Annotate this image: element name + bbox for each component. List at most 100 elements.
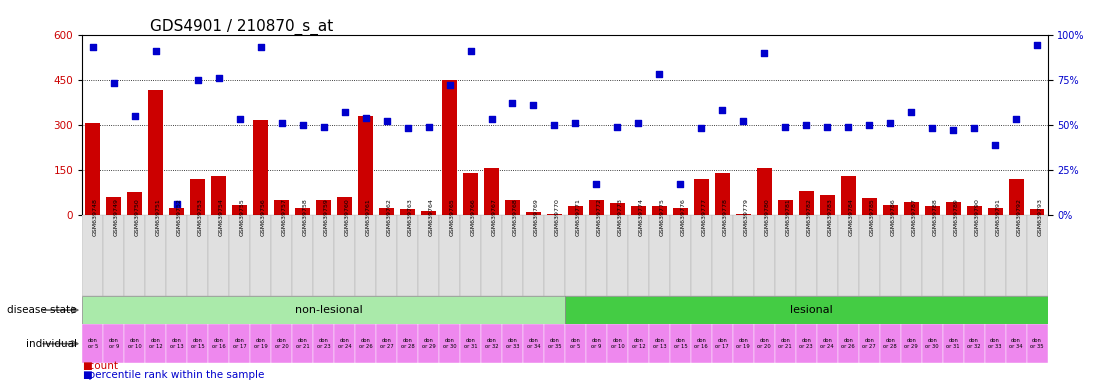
Text: GSM639792: GSM639792	[1016, 199, 1021, 237]
Text: GSM639789: GSM639789	[953, 199, 958, 237]
Bar	[712, 324, 733, 363]
Point	[294, 122, 312, 128]
Bar	[778, 200, 793, 215]
Point	[545, 122, 563, 128]
Point	[504, 100, 521, 106]
Bar	[82, 215, 103, 296]
Point	[84, 44, 102, 50]
Text: GSM639770: GSM639770	[554, 199, 559, 237]
Text: non-lesional: non-lesional	[295, 305, 363, 315]
Text: disease state: disease state	[8, 305, 77, 315]
Point	[462, 48, 479, 54]
Bar	[145, 324, 167, 363]
Bar	[442, 80, 456, 215]
Text: GSM639769: GSM639769	[533, 199, 539, 237]
Bar	[188, 324, 208, 363]
Bar	[963, 215, 985, 296]
Point	[315, 124, 332, 130]
Bar	[169, 207, 184, 215]
Text: don
or 31: don or 31	[464, 338, 477, 349]
Text: GSM639768: GSM639768	[512, 199, 518, 236]
Bar	[191, 179, 205, 215]
Bar	[1027, 324, 1048, 363]
Text: GSM639759: GSM639759	[324, 199, 329, 237]
Text: don
or 29: don or 29	[904, 338, 918, 349]
Bar	[1030, 209, 1044, 215]
Bar	[250, 215, 271, 296]
Text: GSM639755: GSM639755	[239, 199, 245, 236]
Bar	[565, 296, 1048, 324]
Text: GSM639748: GSM639748	[93, 199, 98, 237]
Bar	[316, 200, 331, 215]
Bar	[359, 116, 373, 215]
Point	[126, 113, 144, 119]
Bar	[355, 324, 376, 363]
Bar	[313, 215, 335, 296]
Bar	[460, 215, 480, 296]
Bar	[167, 215, 188, 296]
Bar	[712, 215, 733, 296]
Point	[818, 124, 836, 130]
Text: GSM639787: GSM639787	[912, 199, 916, 237]
Text: don
or 35: don or 35	[547, 338, 562, 349]
Bar	[733, 215, 754, 296]
Bar	[589, 200, 603, 215]
Bar	[82, 324, 103, 363]
Text: don
or 21: don or 21	[779, 338, 792, 349]
Text: GSM639778: GSM639778	[722, 199, 727, 237]
Text: don
or 33: don or 33	[506, 338, 519, 349]
Bar	[337, 197, 352, 215]
Bar	[463, 173, 478, 215]
Bar	[253, 120, 268, 215]
Bar	[127, 192, 143, 215]
Bar	[527, 212, 541, 215]
Bar	[212, 176, 226, 215]
Text: GSM639765: GSM639765	[450, 199, 454, 236]
Bar	[1027, 215, 1048, 296]
Text: don
or 12: don or 12	[149, 338, 162, 349]
Text: don
or 20: don or 20	[757, 338, 771, 349]
Bar	[86, 123, 100, 215]
Text: GDS4901 / 210870_s_at: GDS4901 / 210870_s_at	[150, 18, 333, 35]
Bar	[674, 207, 688, 215]
Point	[147, 48, 165, 54]
Point	[105, 80, 123, 86]
Bar	[208, 215, 229, 296]
Bar	[547, 214, 562, 215]
Bar	[817, 324, 838, 363]
Text: don
or 20: don or 20	[274, 338, 289, 349]
Text: don
or 15: don or 15	[674, 338, 687, 349]
Point	[230, 116, 248, 122]
Bar	[103, 215, 124, 296]
Bar	[795, 215, 817, 296]
Bar	[985, 324, 1006, 363]
Bar	[250, 324, 271, 363]
Point	[588, 181, 606, 187]
Bar	[145, 215, 167, 296]
Bar	[774, 215, 795, 296]
Text: GSM639784: GSM639784	[848, 199, 853, 237]
Point	[735, 118, 753, 124]
Bar	[380, 207, 394, 215]
Bar	[859, 324, 880, 363]
Text: don
or 30: don or 30	[443, 338, 456, 349]
Text: GSM639756: GSM639756	[261, 199, 265, 236]
Point	[713, 107, 731, 113]
Bar	[795, 324, 817, 363]
Text: GSM639751: GSM639751	[156, 199, 161, 236]
Bar	[904, 202, 918, 215]
Bar	[1006, 215, 1027, 296]
Point	[671, 181, 689, 187]
Text: GSM639783: GSM639783	[827, 199, 833, 237]
Bar	[376, 215, 397, 296]
Text: don
or 21: don or 21	[296, 338, 309, 349]
Text: don
or 5: don or 5	[570, 338, 580, 349]
Bar	[607, 215, 627, 296]
Text: don
or 13: don or 13	[653, 338, 666, 349]
Text: don
or 23: don or 23	[800, 338, 813, 349]
Bar	[627, 215, 649, 296]
Text: don
or 19: don or 19	[736, 338, 750, 349]
Bar	[946, 202, 961, 215]
Point	[860, 122, 878, 128]
Bar	[565, 324, 586, 363]
